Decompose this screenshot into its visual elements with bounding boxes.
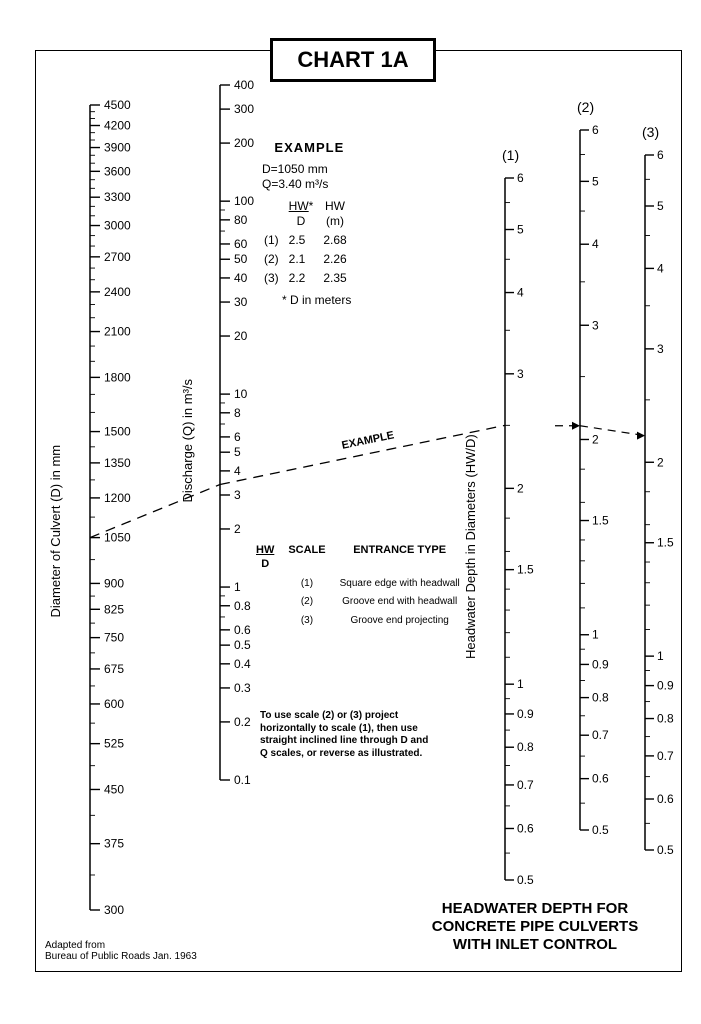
svg-text:30: 30 xyxy=(234,295,248,309)
svg-text:0.3: 0.3 xyxy=(234,681,251,695)
svg-text:3: 3 xyxy=(592,318,599,332)
svg-text:3000: 3000 xyxy=(104,219,131,233)
svg-text:6: 6 xyxy=(657,148,664,162)
instructions-text: To use scale (2) or (3) project horizont… xyxy=(260,710,430,760)
svg-text:0.5: 0.5 xyxy=(657,843,674,857)
svg-text:750: 750 xyxy=(104,631,124,645)
svg-text:50: 50 xyxy=(234,252,248,266)
svg-text:900: 900 xyxy=(104,576,124,590)
example-q: Q=3.40 m³/s xyxy=(262,177,357,192)
svg-text:6: 6 xyxy=(234,430,241,444)
svg-text:6: 6 xyxy=(517,171,524,185)
svg-text:1350: 1350 xyxy=(104,456,131,470)
svg-text:1: 1 xyxy=(592,628,599,642)
svg-text:0.7: 0.7 xyxy=(657,749,674,763)
svg-text:4: 4 xyxy=(657,261,664,275)
svg-text:0.8: 0.8 xyxy=(592,691,609,705)
svg-text:Discharge (Q) in m³/s: Discharge (Q) in m³/s xyxy=(180,378,195,502)
svg-text:1500: 1500 xyxy=(104,425,131,439)
svg-text:0.5: 0.5 xyxy=(517,873,534,887)
svg-text:(2): (2) xyxy=(577,99,594,115)
adapted-from: Adapted from Bureau of Public Roads Jan.… xyxy=(45,940,197,962)
svg-text:1200: 1200 xyxy=(104,491,131,505)
svg-text:4200: 4200 xyxy=(104,119,131,133)
svg-text:675: 675 xyxy=(104,662,124,676)
svg-text:0.4: 0.4 xyxy=(234,657,251,671)
svg-text:3: 3 xyxy=(657,342,664,356)
svg-text:3900: 3900 xyxy=(104,141,131,155)
svg-text:450: 450 xyxy=(104,782,124,796)
svg-text:80: 80 xyxy=(234,213,248,227)
svg-text:40: 40 xyxy=(234,271,248,285)
svg-text:0.8: 0.8 xyxy=(657,712,674,726)
svg-text:60: 60 xyxy=(234,237,248,251)
svg-text:2100: 2100 xyxy=(104,325,131,339)
svg-text:200: 200 xyxy=(234,136,254,150)
svg-text:375: 375 xyxy=(104,837,124,851)
svg-text:(3): (3) xyxy=(642,124,659,140)
svg-text:0.2: 0.2 xyxy=(234,715,251,729)
svg-text:1: 1 xyxy=(517,677,524,691)
svg-text:2700: 2700 xyxy=(104,250,131,264)
example-block: EXAMPLE D=1050 mm Q=3.40 m³/s HW*D HW(m)… xyxy=(262,140,357,308)
svg-text:4: 4 xyxy=(517,286,524,300)
svg-text:1800: 1800 xyxy=(104,370,131,384)
svg-text:400: 400 xyxy=(234,78,254,92)
svg-text:1.5: 1.5 xyxy=(657,536,674,550)
main-title: HEADWATER DEPTH FOR CONCRETE PIPE CULVER… xyxy=(400,900,670,954)
svg-text:1.5: 1.5 xyxy=(517,563,534,577)
svg-text:4: 4 xyxy=(592,237,599,251)
svg-text:300: 300 xyxy=(234,102,254,116)
svg-text:1050: 1050 xyxy=(104,531,131,545)
svg-text:1.5: 1.5 xyxy=(592,514,609,528)
svg-text:300: 300 xyxy=(104,903,124,917)
svg-text:525: 525 xyxy=(104,737,124,751)
svg-text:3: 3 xyxy=(517,367,524,381)
svg-text:1: 1 xyxy=(657,649,664,663)
svg-text:825: 825 xyxy=(104,602,124,616)
svg-text:2: 2 xyxy=(517,481,524,495)
svg-text:5: 5 xyxy=(517,223,524,237)
svg-text:5: 5 xyxy=(657,199,664,213)
svg-text:3600: 3600 xyxy=(104,164,131,178)
svg-text:0.6: 0.6 xyxy=(592,772,609,786)
svg-text:4: 4 xyxy=(234,464,241,478)
svg-text:5: 5 xyxy=(592,174,599,188)
svg-text:8: 8 xyxy=(234,406,241,420)
svg-text:Diameter of Culvert (D) in mm: Diameter of Culvert (D) in mm xyxy=(48,445,63,618)
svg-text:0.5: 0.5 xyxy=(592,823,609,837)
svg-text:3300: 3300 xyxy=(104,190,131,204)
svg-text:0.6: 0.6 xyxy=(657,792,674,806)
svg-text:3: 3 xyxy=(234,488,241,502)
svg-text:10: 10 xyxy=(234,387,248,401)
svg-text:0.6: 0.6 xyxy=(517,821,534,835)
svg-text:2: 2 xyxy=(592,432,599,446)
entrance-type-block: HWD SCALE ENTRANCE TYPE (1)Square edge w… xyxy=(248,540,468,631)
svg-text:100: 100 xyxy=(234,194,254,208)
chart-title: CHART 1A xyxy=(270,38,436,82)
svg-text:0.5: 0.5 xyxy=(234,638,251,652)
svg-text:(1): (1) xyxy=(502,147,519,163)
svg-text:0.9: 0.9 xyxy=(517,707,534,721)
svg-text:0.9: 0.9 xyxy=(657,679,674,693)
svg-text:2: 2 xyxy=(657,455,664,469)
svg-text:20: 20 xyxy=(234,329,248,343)
svg-text:2400: 2400 xyxy=(104,285,131,299)
svg-text:0.8: 0.8 xyxy=(517,740,534,754)
svg-text:0.9: 0.9 xyxy=(592,657,609,671)
svg-text:6: 6 xyxy=(592,123,599,137)
svg-text:5: 5 xyxy=(234,445,241,459)
example-title: EXAMPLE xyxy=(262,140,357,156)
svg-text:600: 600 xyxy=(104,697,124,711)
svg-text:0.7: 0.7 xyxy=(517,778,534,792)
svg-text:4500: 4500 xyxy=(104,98,131,112)
svg-text:0.1: 0.1 xyxy=(234,773,251,787)
svg-text:2: 2 xyxy=(234,522,241,536)
example-d: D=1050 mm xyxy=(262,162,357,177)
svg-text:0.7: 0.7 xyxy=(592,728,609,742)
svg-text:1: 1 xyxy=(234,580,241,594)
example-footnote: * D in meters xyxy=(282,293,357,308)
svg-text:EXAMPLE: EXAMPLE xyxy=(341,429,396,452)
